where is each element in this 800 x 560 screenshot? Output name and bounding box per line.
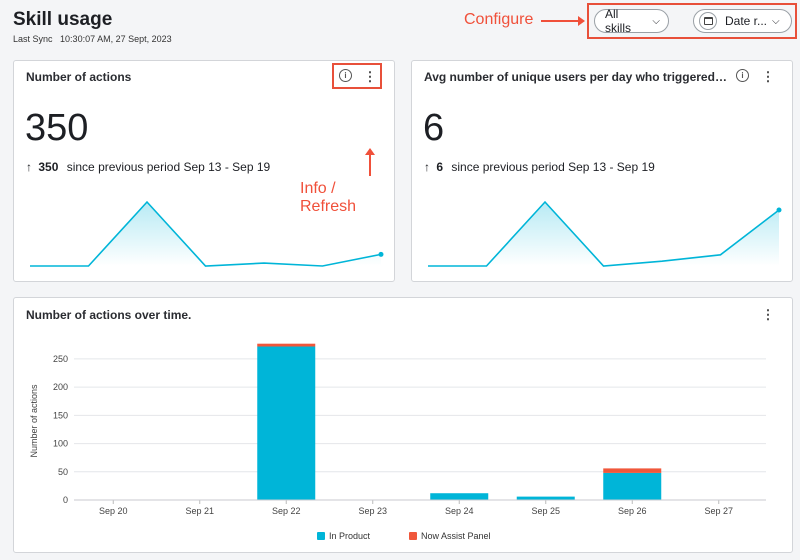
legend-label: Now Assist Panel	[421, 531, 491, 541]
sparkline-area	[30, 202, 381, 266]
skills-filter-label: All skills	[605, 7, 631, 35]
x-tick-label: Sep 27	[704, 506, 733, 516]
sparkline-line	[30, 200, 382, 267]
x-tick-label: Sep 25	[531, 506, 560, 516]
metric-delta: ↑ 6 since previous period Sep 13 - Sep 1…	[424, 160, 655, 174]
configure-highlight-box	[587, 3, 797, 39]
actions-over-time-card: Number of actions over time. ⋮ 0 50 100 150…	[13, 297, 793, 553]
metric-value: 350	[25, 107, 89, 149]
skills-filter-dropdown[interactable]: All skills ⌵	[594, 7, 669, 35]
info-icon[interactable]: i	[736, 69, 749, 82]
kebab-icon[interactable]: ⋮	[363, 68, 377, 84]
sparkline-end-point	[776, 207, 782, 213]
bar-now-assist-panel[interactable]	[603, 468, 662, 473]
kebab-icon[interactable]: ⋮	[761, 68, 775, 84]
delta-value: 6	[436, 160, 444, 174]
kebab-icon[interactable]: ⋮	[761, 306, 775, 322]
sparkline-area	[428, 202, 779, 266]
y-tick-label: 100	[53, 439, 68, 449]
delta-text: since previous period Sep 13 - Sep 19	[451, 160, 655, 174]
bar-in-product[interactable]	[257, 346, 316, 500]
actions-bar-chart: 0 50 100 150 200 250 Number of actions Sep 20 Se…	[29, 343, 766, 516]
legend-swatch	[409, 532, 417, 540]
legend-label: In Product	[329, 531, 371, 541]
card-title: Number of actions	[26, 70, 132, 84]
legend-item[interactable]: Now Assist Panel	[409, 531, 491, 541]
metric-delta: ↑ 350 since previous period Sep 13 - Sep…	[26, 160, 270, 174]
card-title: Avg number of unique users per day who t…	[424, 70, 729, 84]
info-icon[interactable]: i	[339, 69, 352, 82]
date-range-label: Date r...	[725, 14, 768, 28]
last-sync: Last Sync 10:30:07 AM, 27 Sept, 2023	[13, 34, 172, 44]
y-tick-label: 0	[63, 495, 68, 505]
delta-value: 350	[38, 160, 59, 174]
page-title: Skill usage	[13, 9, 113, 30]
info-refresh-highlight-box	[332, 63, 382, 89]
x-tick-label: Sep 21	[185, 506, 214, 516]
configure-annotation: Configure	[464, 11, 534, 28]
y-tick-label: 200	[53, 382, 68, 392]
actions-count-card: Number of actions i ⋮ 350 ↑ 350 since pr…	[13, 60, 395, 282]
y-axis-label: Number of actions	[29, 384, 39, 458]
y-tick-label: 150	[53, 410, 68, 420]
last-sync-value: 10:30:07 AM, 27 Sept, 2023	[60, 34, 172, 44]
configure-arrow	[541, 16, 585, 26]
bar-in-product[interactable]	[430, 493, 489, 500]
sparkline-end-point	[378, 251, 384, 257]
arrow-up-icon: ↑	[424, 160, 430, 174]
calendar-icon	[699, 12, 717, 30]
x-tick-label: Sep 26	[618, 506, 647, 516]
y-tick-label: 250	[53, 354, 68, 364]
x-tick-label: Sep 20	[99, 506, 128, 516]
x-tick-label: Sep 22	[272, 506, 301, 516]
delta-text: since previous period Sep 13 - Sep 19	[66, 160, 271, 174]
refresh-arrow	[365, 148, 375, 176]
date-range-dropdown[interactable]: Date r... ⌵	[693, 9, 792, 33]
info-refresh-annotation: Info / Refresh	[300, 180, 357, 215]
bar-in-product[interactable]	[603, 472, 662, 500]
arrow-up-icon: ↑	[26, 160, 32, 174]
bar-now-assist-panel[interactable]	[257, 343, 316, 347]
actions-sparkline	[30, 200, 384, 267]
bar-in-product[interactable]	[516, 496, 575, 500]
x-tick-label: Sep 24	[445, 506, 474, 516]
x-tick-label: Sep 23	[358, 506, 387, 516]
legend-swatch	[317, 532, 325, 540]
users-sparkline	[428, 200, 782, 267]
sparkline-line	[428, 200, 780, 267]
legend-item[interactable]: In Product	[317, 531, 370, 541]
metric-value: 6	[423, 107, 445, 149]
last-sync-label: Last Sync	[13, 34, 53, 44]
unique-users-card: Avg number of unique users per day who t…	[411, 60, 793, 282]
chevron-down-icon: ⌵	[772, 15, 780, 27]
chevron-down-icon: ⌵	[652, 15, 660, 27]
y-tick-label: 50	[58, 467, 68, 477]
